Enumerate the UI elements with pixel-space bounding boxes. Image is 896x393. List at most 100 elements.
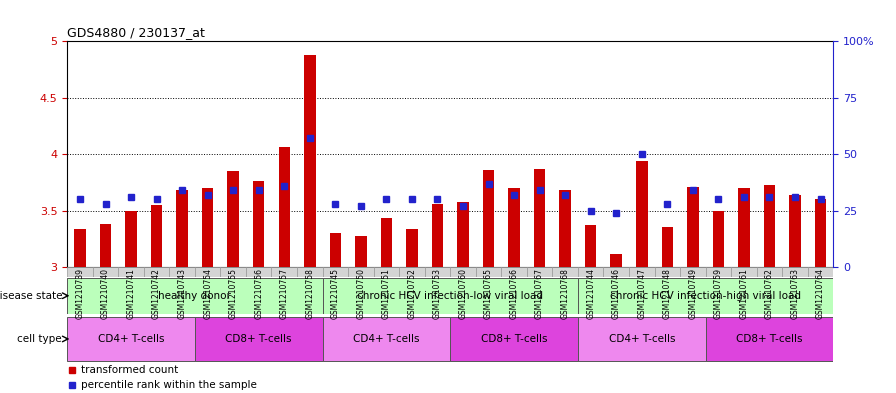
- Text: GSM1210752: GSM1210752: [408, 268, 417, 319]
- Text: percentile rank within the sample: percentile rank within the sample: [81, 380, 256, 390]
- Bar: [808, 267, 833, 277]
- Text: GSM1210739: GSM1210739: [75, 268, 84, 319]
- Bar: [323, 278, 578, 314]
- Text: GSM1210757: GSM1210757: [280, 268, 289, 319]
- Bar: [814, 199, 826, 267]
- Bar: [169, 267, 195, 277]
- Text: GSM1210751: GSM1210751: [382, 268, 391, 319]
- Text: GSM1210763: GSM1210763: [790, 268, 799, 319]
- Text: GSM1210747: GSM1210747: [637, 268, 646, 319]
- Bar: [220, 267, 246, 277]
- Text: CD8+ T-cells: CD8+ T-cells: [737, 334, 803, 344]
- Bar: [553, 267, 578, 277]
- Text: GSM1210759: GSM1210759: [714, 268, 723, 319]
- Bar: [246, 267, 271, 277]
- Bar: [228, 171, 239, 267]
- Text: GSM1210765: GSM1210765: [484, 268, 493, 319]
- Bar: [74, 229, 86, 267]
- Bar: [349, 267, 374, 277]
- Text: GSM1210758: GSM1210758: [306, 268, 314, 319]
- Bar: [738, 188, 750, 267]
- Bar: [374, 267, 400, 277]
- Bar: [508, 188, 520, 267]
- Text: CD4+ T-cells: CD4+ T-cells: [98, 334, 164, 344]
- Bar: [67, 267, 93, 277]
- Bar: [636, 161, 648, 267]
- Bar: [304, 55, 315, 267]
- Bar: [93, 267, 118, 277]
- Text: CD8+ T-cells: CD8+ T-cells: [481, 334, 547, 344]
- Text: GSM1210742: GSM1210742: [152, 268, 161, 319]
- Bar: [502, 267, 527, 277]
- Text: GSM1210754: GSM1210754: [203, 268, 212, 319]
- Bar: [118, 267, 143, 277]
- Bar: [706, 317, 833, 361]
- Text: GSM1210760: GSM1210760: [459, 268, 468, 319]
- Bar: [323, 267, 349, 277]
- Bar: [195, 267, 220, 277]
- Text: GSM1210753: GSM1210753: [433, 268, 442, 319]
- Bar: [67, 278, 323, 314]
- Bar: [789, 195, 801, 267]
- Bar: [585, 226, 597, 267]
- Bar: [406, 229, 418, 267]
- Text: GSM1210741: GSM1210741: [126, 268, 135, 319]
- Bar: [654, 267, 680, 277]
- Bar: [177, 190, 188, 267]
- Text: GSM1210755: GSM1210755: [228, 268, 237, 319]
- Bar: [297, 267, 323, 277]
- Bar: [706, 267, 731, 277]
- Text: GSM1210743: GSM1210743: [177, 268, 186, 319]
- Bar: [432, 204, 444, 267]
- Text: GSM1210745: GSM1210745: [331, 268, 340, 319]
- Text: GSM1210746: GSM1210746: [612, 268, 621, 319]
- Bar: [457, 202, 469, 267]
- Bar: [559, 190, 571, 267]
- Bar: [195, 317, 323, 361]
- Bar: [202, 188, 213, 267]
- Bar: [355, 235, 366, 267]
- Bar: [712, 211, 724, 267]
- Text: chronic HCV infection-low viral load: chronic HCV infection-low viral load: [358, 291, 543, 301]
- Text: healthy donor: healthy donor: [159, 291, 231, 301]
- Bar: [661, 226, 673, 267]
- Bar: [451, 267, 476, 277]
- Bar: [782, 267, 808, 277]
- Text: CD4+ T-cells: CD4+ T-cells: [353, 334, 419, 344]
- Bar: [763, 185, 775, 267]
- Bar: [143, 267, 169, 277]
- Text: GSM1210766: GSM1210766: [510, 268, 519, 319]
- Bar: [67, 317, 195, 361]
- Bar: [451, 317, 578, 361]
- Bar: [757, 267, 782, 277]
- Text: CD8+ T-cells: CD8+ T-cells: [226, 334, 292, 344]
- Bar: [425, 267, 451, 277]
- Bar: [99, 224, 111, 267]
- Text: GSM1210748: GSM1210748: [663, 268, 672, 319]
- Text: GSM1210761: GSM1210761: [739, 268, 748, 319]
- Bar: [279, 147, 290, 267]
- Bar: [629, 267, 655, 277]
- Text: chronic HCV infection-high viral load: chronic HCV infection-high viral load: [610, 291, 801, 301]
- Bar: [731, 267, 757, 277]
- Text: GSM1210744: GSM1210744: [586, 268, 595, 319]
- Bar: [151, 205, 162, 267]
- Text: transformed count: transformed count: [81, 365, 178, 375]
- Bar: [476, 267, 502, 277]
- Bar: [534, 169, 546, 267]
- Bar: [330, 233, 341, 267]
- Bar: [578, 278, 833, 314]
- Text: GSM1210749: GSM1210749: [688, 268, 697, 319]
- Bar: [687, 187, 699, 267]
- Text: CD4+ T-cells: CD4+ T-cells: [608, 334, 675, 344]
- Bar: [483, 170, 495, 267]
- Bar: [610, 254, 622, 267]
- Bar: [253, 181, 264, 267]
- Bar: [400, 267, 425, 277]
- Text: cell type: cell type: [17, 334, 62, 344]
- Bar: [527, 267, 553, 277]
- Text: disease state: disease state: [0, 291, 62, 301]
- Text: GSM1210762: GSM1210762: [765, 268, 774, 319]
- Text: GSM1210740: GSM1210740: [101, 268, 110, 319]
- Text: GSM1210767: GSM1210767: [535, 268, 544, 319]
